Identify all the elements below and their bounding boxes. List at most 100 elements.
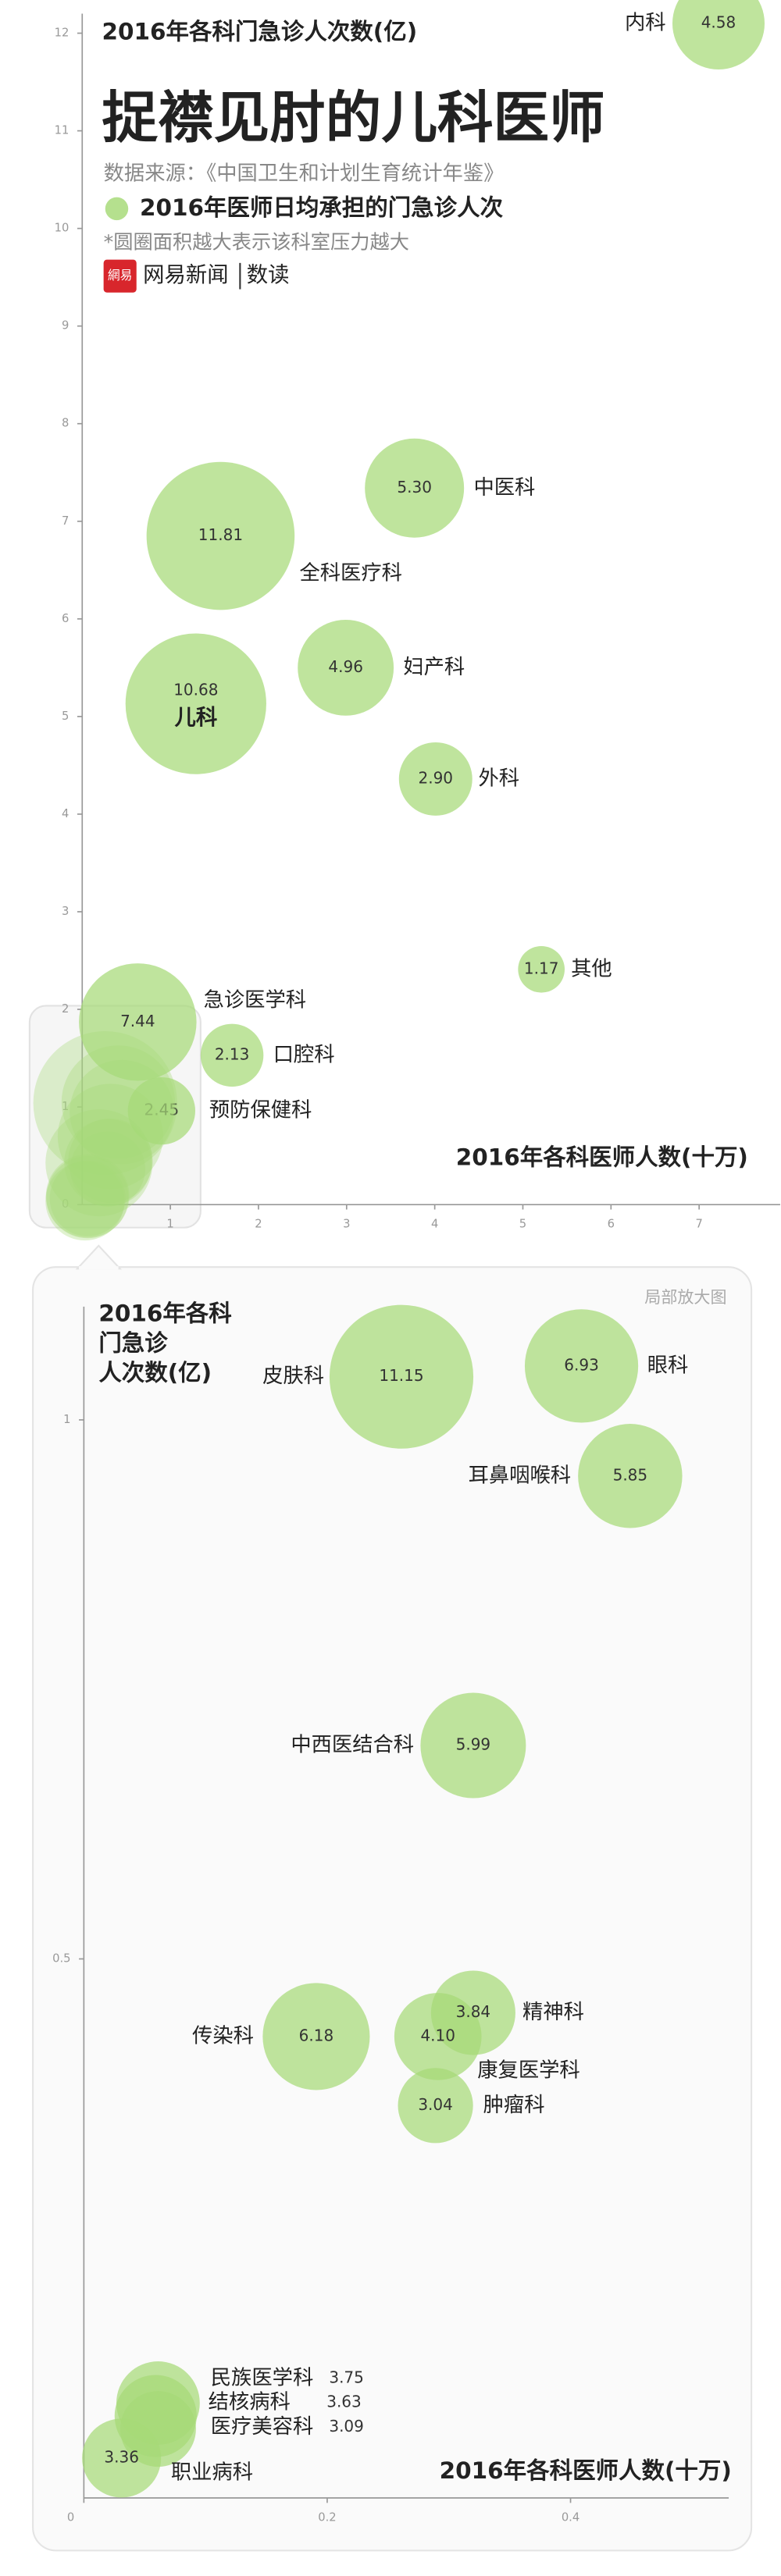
bubble-label: 皮肤科 [262, 1364, 324, 1388]
bubble-label: 眼科 [647, 1354, 689, 1377]
y-axis-title: 门急诊 [98, 1330, 168, 1357]
y-tick-label: 4 [62, 807, 69, 820]
bubble [518, 945, 565, 993]
bubble-label: 精神科 [522, 2001, 584, 2024]
y-tick-label: 0 [62, 1197, 69, 1211]
legend-label: 2016年医师日均承担的门急诊人次 [140, 194, 504, 221]
bubble-value: 1.17 [524, 959, 559, 977]
section: 数读 [247, 263, 290, 287]
x-tick-label: 5 [519, 1217, 526, 1230]
bubble [420, 1692, 526, 1799]
bubble-value: 4.58 [701, 13, 736, 32]
y-tick-label: 7 [62, 514, 69, 528]
brand: 网易新闻 [143, 263, 228, 287]
bubble-value: 11.81 [198, 525, 243, 544]
bubble-value: 2.13 [215, 1044, 250, 1063]
bubble-overview [64, 1119, 152, 1207]
x-tick-label: 0.4 [562, 2510, 580, 2524]
x-tick-label: 0 [67, 2510, 74, 2524]
bubble-label: 职业病科 [171, 2460, 253, 2484]
bubble [298, 619, 394, 716]
legend-dot [105, 197, 129, 221]
bubble-label: 康复医学科 [477, 2059, 580, 2083]
bubble-value: 3.84 [456, 2002, 491, 2021]
bubble-label: 全科医疗科 [299, 561, 401, 585]
bubble-label: 传染科 [192, 2024, 254, 2048]
bubble-value: 5.99 [456, 1735, 491, 1754]
y-axis-title: 人次数(亿) [98, 1360, 212, 1386]
bubble [146, 461, 295, 610]
y-tick-label: 10 [55, 222, 70, 235]
bubble-overview [61, 1045, 176, 1159]
logo: 網易 [108, 268, 133, 283]
bubble [578, 1424, 683, 1528]
bubble-label: 口腔科 [273, 1043, 335, 1066]
bubble-value: 2.90 [418, 768, 453, 787]
y-tick-label: 0.5 [52, 1952, 70, 1965]
bubble-overview [57, 1083, 163, 1190]
x-tick-label: 3 [343, 1217, 350, 1230]
bubble-overview [70, 1131, 145, 1207]
zoom-note: 局部放大图 [644, 1287, 726, 1307]
bubble-label: 民族医学科 [211, 2366, 313, 2389]
bubble-value: 3.09 [329, 2417, 364, 2435]
y-tick-label: 8 [62, 417, 69, 430]
y-tick-label: 2 [62, 1002, 69, 1016]
bubble [329, 1304, 474, 1449]
bubble-value: 6.93 [564, 1355, 599, 1374]
x-axis-title: 2016年各科医师人数(十万) [440, 2457, 732, 2484]
bubble [398, 742, 473, 816]
bubble [127, 1076, 195, 1145]
y-tick-label: 9 [62, 319, 69, 333]
bubble-value: 3.04 [418, 2095, 453, 2114]
x-tick-label: 2 [255, 1217, 262, 1230]
bubble-overview [49, 1160, 126, 1236]
bubble-overview [46, 1156, 129, 1239]
bubble-label: 儿科 [174, 706, 217, 730]
zoom-panel [32, 1266, 753, 2552]
bubble-overview [45, 1154, 130, 1238]
bubble-value: 11.15 [379, 1366, 423, 1385]
x-tick-label: 1 [166, 1217, 173, 1230]
bubble [365, 438, 465, 538]
x-tick-label: 7 [695, 1217, 702, 1230]
bubble-value: 7.44 [120, 1012, 155, 1030]
bubble-label: 妇产科 [403, 656, 465, 679]
bubble-value: 3.63 [326, 2393, 362, 2411]
header: 捉襟见肘的儿科医师 数据来源：《中国卫生和计划生育统计年鉴》 2016年医师日均… [102, 85, 605, 293]
bubble-value: 3.36 [104, 2447, 139, 2466]
x-tick-label: 4 [431, 1217, 438, 1230]
bubble-label: 中西医结合科 [291, 1734, 414, 1757]
bubble [672, 0, 765, 70]
y-axis-title: 2016年各科门急诊人次数(亿) [102, 19, 418, 45]
y-tick-label: 5 [62, 710, 69, 723]
bubble-value: 6.18 [299, 2026, 334, 2044]
bubble-value: 4.10 [420, 2026, 455, 2044]
bubble-overview [45, 1161, 125, 1241]
x-tick-label: 6 [608, 1217, 615, 1230]
bubble-value: 10.68 [173, 680, 218, 699]
logo-box [103, 259, 137, 293]
y-axis-title: 2016年各科 [98, 1300, 231, 1327]
bubble-value: 5.85 [613, 1465, 648, 1484]
y-tick-label: 3 [62, 905, 69, 918]
y-tick-label: 1 [63, 1413, 70, 1426]
bubble-label: 结核病科 [209, 2391, 291, 2414]
bubble-value: 5.30 [397, 478, 432, 496]
y-tick-label: 12 [55, 27, 70, 40]
bubble-label: 外科 [478, 767, 519, 790]
zoom-chart: 0.5 1 0 0.2 0.4 11.15 皮肤科 6.93 眼科 5.85 耳鼻咽喉科 5.99 中西… [52, 1287, 732, 2524]
bubble [79, 963, 197, 1081]
bubble [524, 1309, 639, 1423]
note: *圆圈面积越大表示该科室压力越大 [104, 231, 409, 254]
x-axis-title: 2016年各科医师人数(十万) [456, 1144, 748, 1171]
x-tick-label: 0.2 [318, 2510, 336, 2524]
bubble [82, 2418, 162, 2498]
bubble-value: 2.45 [144, 1101, 180, 1119]
bubble-label: 耳鼻咽喉科 [469, 1464, 571, 1487]
bubble-label: 医疗美容科 [211, 2415, 313, 2439]
bubble-overview [68, 1118, 153, 1203]
bubble [200, 1023, 264, 1087]
bubble-label: 中医科 [473, 476, 535, 500]
